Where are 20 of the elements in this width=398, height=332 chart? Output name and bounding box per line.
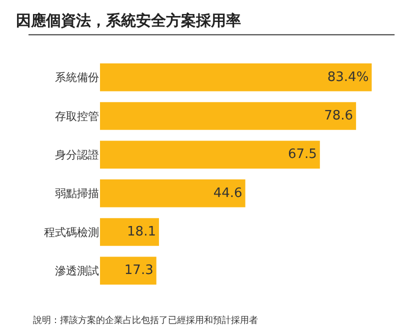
bar <box>100 179 246 208</box>
data-label: 78.6 <box>324 108 354 124</box>
y-tick-label: 存取控管 <box>55 110 99 123</box>
y-tick-label: 滲透測試 <box>55 264 99 278</box>
data-label: 67.5 <box>288 147 317 162</box>
y-tick-label: 身分認證 <box>55 148 99 162</box>
text: 說明：擇該方案的企業占比包括了已經採用和預計採用者 <box>33 315 258 326</box>
chart-title: 因應個資法，系統安全方案採用率 <box>16 11 241 30</box>
bar <box>100 256 156 285</box>
data-label: 18.1 <box>127 224 156 240</box>
y-tick-label: 系統備份 <box>55 71 99 84</box>
bar <box>100 218 159 246</box>
y-tick-label: 弱點掃描 <box>55 187 99 200</box>
bar <box>100 102 356 130</box>
y-tick-label: 程式碼檢測 <box>44 226 99 239</box>
bar <box>100 63 372 92</box>
bar <box>100 140 320 169</box>
data-label: 17.3 <box>124 263 154 278</box>
data-label: 83.4% <box>327 70 369 85</box>
data-label: 44.6 <box>213 186 242 201</box>
